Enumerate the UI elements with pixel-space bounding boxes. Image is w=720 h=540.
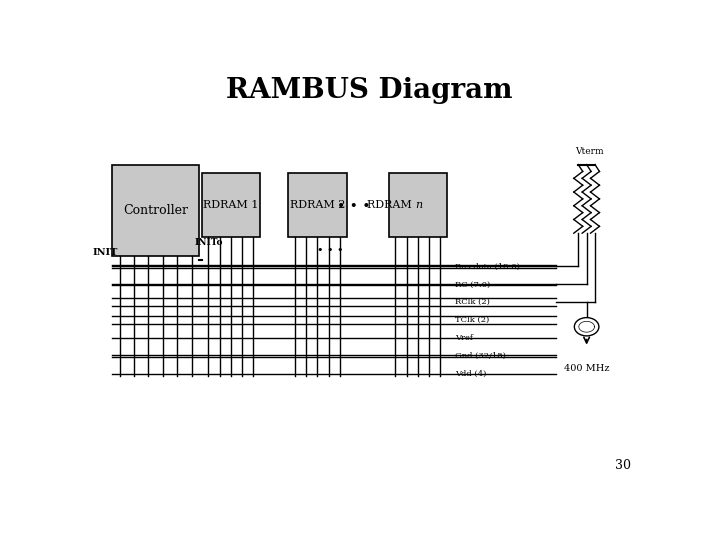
Text: INIT: INIT — [93, 248, 118, 257]
FancyBboxPatch shape — [112, 165, 199, 256]
Text: Vdd (4): Vdd (4) — [456, 370, 487, 378]
Text: TClk (2): TClk (2) — [456, 316, 490, 324]
Text: RClk (2): RClk (2) — [456, 298, 490, 306]
FancyBboxPatch shape — [288, 173, 347, 238]
Text: Vterm: Vterm — [575, 147, 604, 156]
Text: RC (7:0): RC (7:0) — [456, 280, 491, 288]
Text: RAMBUS Diagram: RAMBUS Diagram — [226, 77, 512, 104]
FancyBboxPatch shape — [202, 173, 260, 238]
Text: Vref: Vref — [456, 334, 474, 342]
Circle shape — [575, 318, 599, 336]
Text: • • •: • • • — [337, 199, 370, 213]
Text: Controller: Controller — [123, 204, 188, 217]
Text: 30: 30 — [616, 460, 631, 472]
Text: n: n — [415, 200, 422, 210]
Text: RDRAM 1: RDRAM 1 — [203, 200, 258, 210]
Text: INITo: INITo — [195, 238, 223, 247]
Text: RDRAM 2: RDRAM 2 — [289, 200, 345, 210]
Text: 400 MHz: 400 MHz — [564, 364, 609, 373]
Text: Bus data (18:0): Bus data (18:0) — [456, 262, 521, 271]
Text: RDRAM: RDRAM — [366, 200, 415, 210]
Text: Gnd (32/18): Gnd (32/18) — [456, 352, 506, 360]
Text: • • •: • • • — [317, 245, 343, 255]
FancyBboxPatch shape — [389, 173, 447, 238]
